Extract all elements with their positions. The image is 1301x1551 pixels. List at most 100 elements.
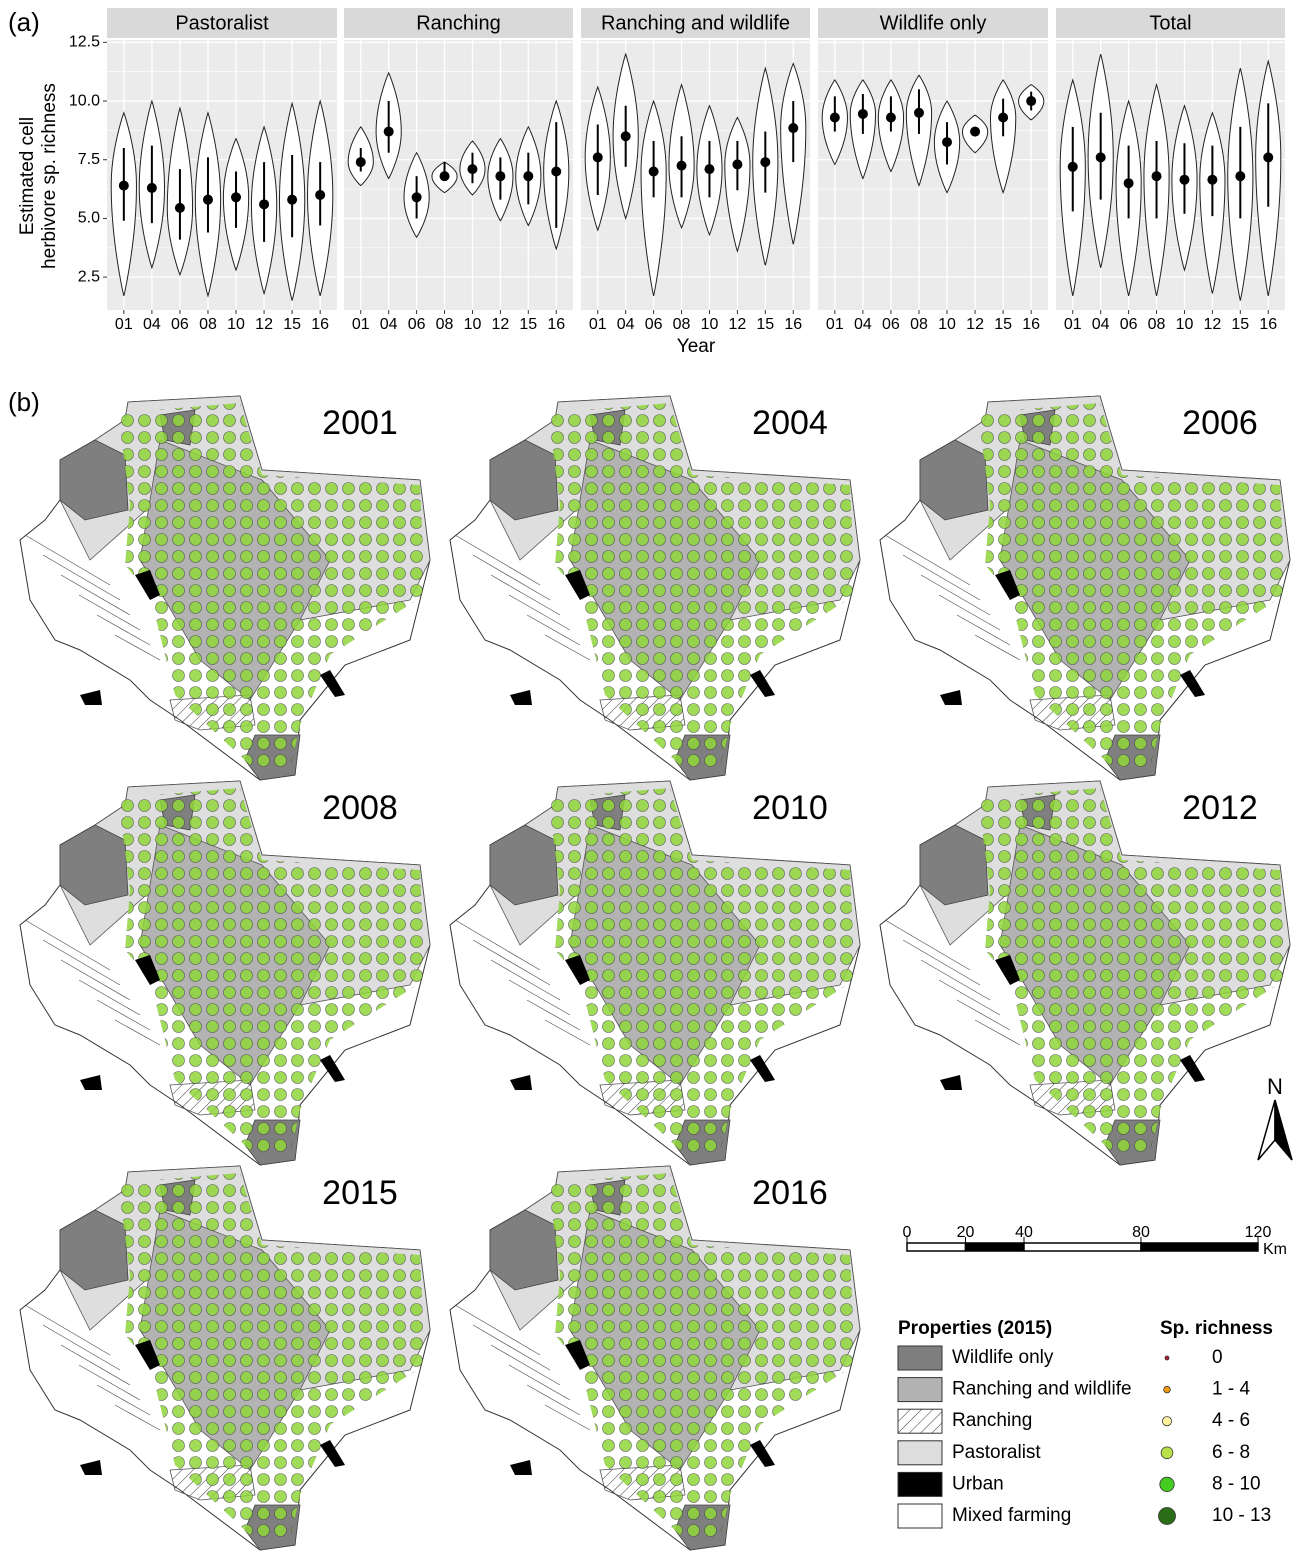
x-tick-label: 16: [1259, 316, 1277, 333]
legend-swatch: [897, 1345, 943, 1371]
scale-label: 0: [903, 1224, 912, 1241]
parcel-line: [526, 614, 581, 646]
median-point: [1067, 161, 1078, 172]
legend-label: Wildlife only: [952, 1347, 1054, 1368]
parcel-line: [454, 534, 541, 586]
parcel-line: [884, 919, 971, 971]
parcel-line: [902, 939, 981, 986]
x-tick-label: 08: [1148, 316, 1166, 333]
legend-swatch: [897, 1440, 943, 1466]
richness-dots: [978, 403, 1285, 770]
urban-area: [1180, 670, 1205, 697]
scale-segment: [1140, 1242, 1259, 1252]
wildlife-area: [59, 1209, 129, 1291]
parcel-line: [490, 1344, 561, 1386]
richness-dots: [118, 403, 425, 770]
y-axis-title: herbivore sp. richness: [39, 83, 60, 269]
wildlife-area: [489, 1209, 559, 1291]
wildlife-area: [59, 824, 129, 906]
median-point: [829, 112, 840, 123]
x-tick-label: 04: [143, 316, 161, 333]
urban-area: [510, 1460, 532, 1475]
median-point: [648, 166, 659, 177]
facet-title: Pastoralist: [175, 12, 269, 34]
x-tick-label: 15: [994, 316, 1012, 333]
parcel-line: [490, 959, 561, 1001]
median-point: [174, 202, 185, 213]
parcel-line: [42, 939, 121, 986]
parcel-line: [544, 634, 591, 661]
parcel-line: [472, 1324, 551, 1371]
y-axis-title: Estimated cell: [17, 117, 38, 235]
x-tick-label: 08: [910, 316, 928, 333]
urban-area: [135, 570, 160, 600]
median-point: [885, 112, 896, 123]
median-point: [620, 131, 631, 142]
parcel-line: [508, 979, 571, 1016]
median-point: [704, 164, 715, 175]
map: 2001: [19, 395, 431, 781]
parcel-line: [96, 1384, 151, 1416]
parcel-line: [472, 554, 551, 601]
median-point: [1123, 178, 1134, 189]
y-tick-label: 7.5: [78, 151, 100, 168]
parcel-line: [902, 554, 981, 601]
legend-label: Urban: [952, 1473, 1004, 1494]
richness-dots: [978, 788, 1285, 1155]
x-tick-label: 01: [826, 316, 844, 333]
scale-label: 80: [1132, 1224, 1150, 1241]
y-tick-label: 2.5: [78, 268, 100, 285]
legend-label: Ranching: [952, 1410, 1032, 1431]
map: 2012: [879, 780, 1291, 1166]
urban-area: [750, 1440, 775, 1467]
legend-label: 0: [1212, 1347, 1223, 1368]
legend-label: 1 - 4: [1212, 1379, 1250, 1400]
richness-dots: [548, 788, 855, 1155]
y-tick-label: 12.5: [69, 34, 100, 51]
parcel-line: [24, 1304, 111, 1356]
scale-unit: Km: [1263, 1241, 1287, 1258]
parcel-line: [454, 919, 541, 971]
parcel-line: [96, 614, 151, 646]
parcel-line: [938, 979, 1001, 1016]
parcel-line: [974, 634, 1021, 661]
legend-label: 4 - 6: [1212, 1410, 1250, 1431]
x-tick-label: 15: [1231, 316, 1249, 333]
legend-dot: [1163, 1385, 1171, 1394]
legend-swatch: [897, 1471, 943, 1497]
x-tick-label: 16: [784, 316, 802, 333]
urban-area: [80, 1460, 102, 1475]
urban-area: [565, 955, 590, 985]
facet-title: Wildlife only: [880, 12, 987, 34]
strip: [1056, 8, 1285, 38]
panel-label: (b): [8, 387, 40, 417]
map-year: 2008: [322, 789, 398, 827]
richness-dots: [118, 1173, 425, 1540]
panel-bg: [818, 40, 1048, 310]
median-point: [439, 171, 450, 182]
richness-dots: [548, 403, 855, 770]
median-point: [523, 171, 534, 182]
x-tick-label: 04: [854, 316, 872, 333]
wildlife-area: [919, 824, 989, 906]
panel-label: (a): [8, 7, 40, 37]
scale-segment: [1023, 1242, 1142, 1252]
wildlife-area: [489, 824, 559, 906]
parcel-line: [508, 1364, 571, 1401]
x-tick-label: 12: [255, 316, 273, 333]
median-point: [287, 194, 298, 205]
median-point: [1095, 152, 1106, 163]
parcel-line: [920, 959, 991, 1001]
median-point: [355, 157, 366, 168]
violin: [640, 99, 667, 297]
facet-title: Ranching: [416, 12, 501, 34]
strip: [818, 8, 1048, 38]
parcel-line: [114, 1019, 161, 1046]
wildlife-area: [489, 439, 559, 521]
median-point: [857, 108, 868, 119]
legend-title: Sp. richness: [1160, 1318, 1273, 1339]
parcel-line: [42, 1324, 121, 1371]
median-point: [1179, 174, 1190, 185]
median-point: [732, 159, 743, 170]
